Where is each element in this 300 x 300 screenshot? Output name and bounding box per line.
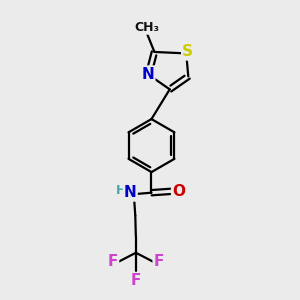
Text: N: N (142, 67, 154, 82)
Text: N: N (124, 185, 136, 200)
Text: O: O (172, 184, 185, 199)
Text: F: F (154, 254, 164, 269)
Text: H: H (116, 184, 127, 197)
Text: F: F (108, 254, 118, 269)
Text: F: F (131, 273, 141, 288)
Text: S: S (182, 44, 193, 59)
Text: CH₃: CH₃ (135, 21, 160, 34)
